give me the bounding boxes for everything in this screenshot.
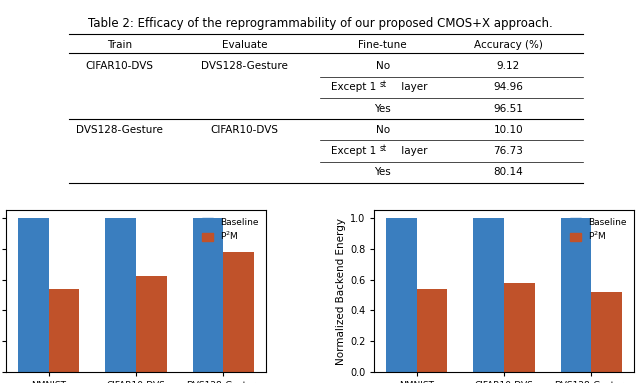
Text: 96.51: 96.51 xyxy=(493,103,523,113)
Legend: Baseline, P$^2$M: Baseline, P$^2$M xyxy=(567,215,629,245)
Text: layer: layer xyxy=(398,82,428,92)
Text: 9.12: 9.12 xyxy=(497,61,520,71)
Text: st: st xyxy=(380,144,387,153)
Bar xyxy=(49,289,79,372)
Bar xyxy=(591,292,622,372)
Text: 80.14: 80.14 xyxy=(493,167,523,177)
Text: CIFAR10-DVS: CIFAR10-DVS xyxy=(85,61,154,71)
Text: Except 1: Except 1 xyxy=(331,82,376,92)
Text: Train: Train xyxy=(107,40,132,50)
Bar xyxy=(193,218,223,372)
Text: DVS128-Gesture: DVS128-Gesture xyxy=(76,125,163,135)
Text: 94.96: 94.96 xyxy=(493,82,523,92)
Bar xyxy=(417,289,447,372)
Text: No: No xyxy=(376,61,390,71)
Bar xyxy=(136,277,166,372)
Text: No: No xyxy=(376,125,390,135)
Bar xyxy=(504,283,534,372)
Text: Fine-tune: Fine-tune xyxy=(358,40,407,50)
Y-axis label: Normalized Backend Energy: Normalized Backend Energy xyxy=(336,218,346,365)
Bar xyxy=(106,218,136,372)
Bar xyxy=(474,218,504,372)
Text: layer: layer xyxy=(398,146,428,156)
Text: CIFAR10-DVS: CIFAR10-DVS xyxy=(211,125,279,135)
Text: Yes: Yes xyxy=(374,167,391,177)
Bar xyxy=(561,218,591,372)
Bar xyxy=(223,252,254,372)
Bar xyxy=(18,218,49,372)
Text: DVS128-Gesture: DVS128-Gesture xyxy=(202,61,288,71)
Legend: Baseline, P$^2$M: Baseline, P$^2$M xyxy=(199,215,261,245)
Text: Yes: Yes xyxy=(374,103,391,113)
Text: 10.10: 10.10 xyxy=(493,125,523,135)
Bar xyxy=(386,218,417,372)
Text: Except 1: Except 1 xyxy=(331,146,376,156)
Text: 76.73: 76.73 xyxy=(493,146,523,156)
Text: Evaluate: Evaluate xyxy=(222,40,268,50)
Text: st: st xyxy=(380,80,387,90)
Text: Table 2: Efficacy of the reprogrammability of our proposed CMOS+X approach.: Table 2: Efficacy of the reprogrammabili… xyxy=(88,17,552,30)
Text: Accuracy (%): Accuracy (%) xyxy=(474,40,543,50)
